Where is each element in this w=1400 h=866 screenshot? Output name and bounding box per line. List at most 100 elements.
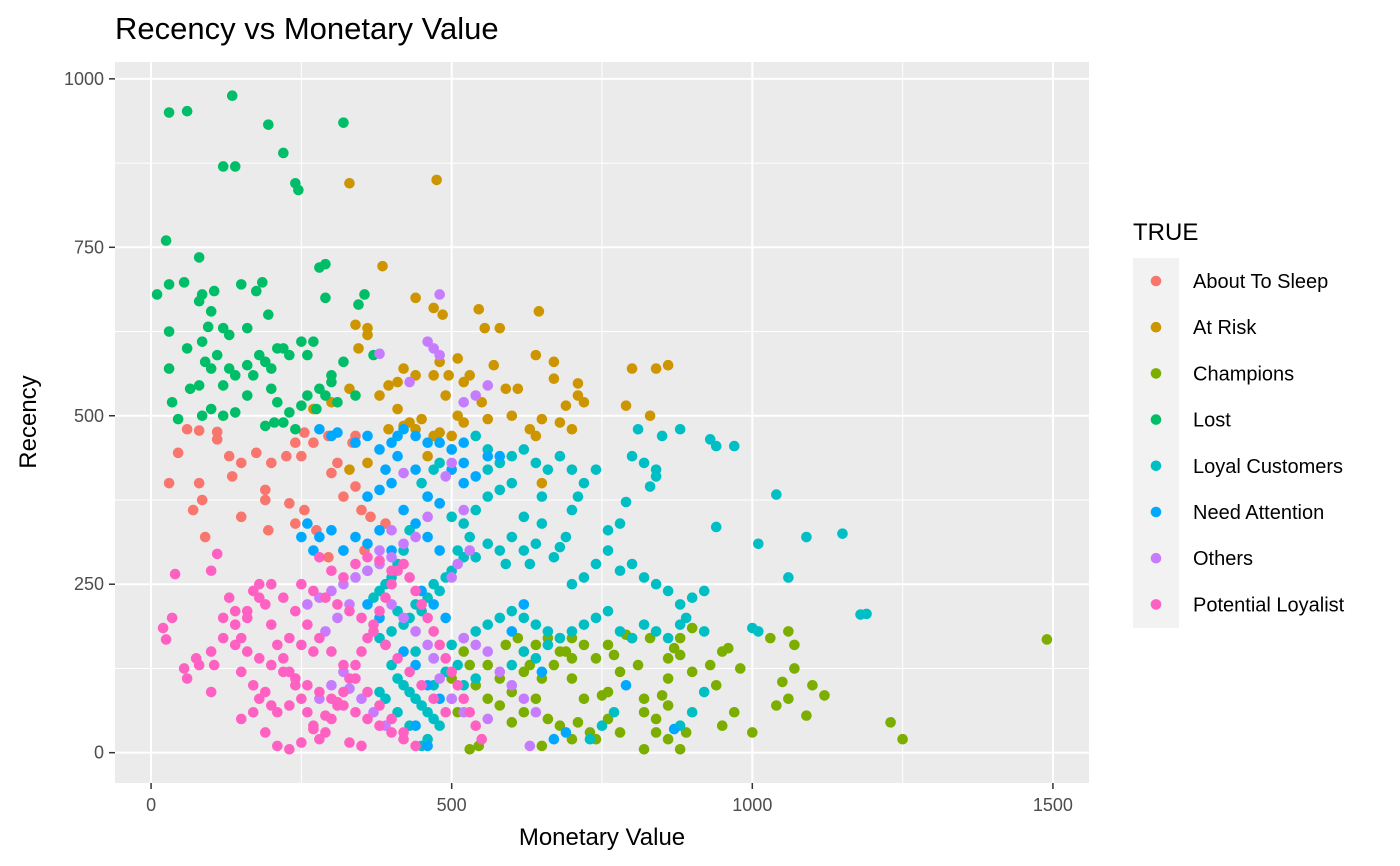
point-potential-loyalist	[380, 592, 391, 603]
point-champions	[662, 700, 674, 711]
point-potential-loyalist	[314, 686, 325, 698]
x-tick-label: 1000	[732, 795, 772, 815]
point-loyal-customers	[626, 632, 638, 644]
point-at-risk	[428, 370, 439, 381]
point-potential-loyalist	[205, 686, 217, 698]
point-lost	[196, 410, 208, 422]
point-lost	[302, 390, 313, 401]
point-champions	[716, 720, 728, 732]
point-need-attention	[410, 518, 421, 529]
point-at-risk	[443, 370, 454, 381]
point-lost	[247, 370, 259, 381]
point-lost	[320, 292, 331, 304]
point-potential-loyalist	[392, 653, 403, 664]
point-loyal-customers	[530, 538, 542, 550]
point-potential-loyalist	[356, 740, 367, 752]
point-need-attention	[494, 450, 506, 462]
point-loyal-customers	[578, 477, 590, 489]
point-loyal-customers	[590, 464, 602, 475]
point-at-risk	[566, 423, 578, 435]
point-loyal-customers	[638, 572, 650, 583]
point-at-risk	[500, 383, 512, 395]
point-potential-loyalist	[356, 646, 367, 657]
point-lost	[202, 321, 214, 333]
point-potential-loyalist	[235, 666, 247, 678]
point-potential-loyalist	[205, 565, 217, 577]
point-lost	[320, 258, 331, 270]
point-potential-loyalist	[284, 632, 295, 644]
point-at-risk	[533, 306, 545, 317]
point-others	[428, 653, 439, 664]
point-loyal-customers	[861, 608, 872, 620]
point-potential-loyalist	[308, 723, 319, 735]
point-champions	[530, 639, 542, 651]
point-lost	[217, 380, 229, 391]
grid-minor	[115, 62, 1089, 783]
point-champions	[662, 653, 674, 664]
point-loyal-customers	[674, 599, 686, 610]
point-at-risk	[512, 383, 524, 395]
point-lost	[263, 119, 274, 130]
point-champions	[674, 632, 686, 644]
point-champions	[566, 653, 578, 664]
point-potential-loyalist	[410, 585, 421, 597]
point-champions	[656, 690, 668, 701]
point-loyal-customers	[578, 572, 590, 583]
legend-label-about-to-sleep: About To Sleep	[1193, 271, 1328, 293]
legend-label-need-attention: Need Attention	[1193, 502, 1324, 524]
point-about-to-sleep	[332, 457, 343, 469]
point-others	[446, 457, 457, 469]
point-loyal-customers	[416, 477, 427, 489]
point-need-attention	[398, 423, 409, 435]
point-lost	[181, 343, 193, 354]
point-loyal-customers	[578, 619, 590, 630]
point-about-to-sleep	[263, 525, 274, 536]
point-champions	[650, 727, 662, 738]
point-at-risk	[398, 363, 409, 374]
point-need-attention	[296, 531, 307, 543]
point-potential-loyalist	[374, 555, 385, 566]
point-champions	[819, 690, 830, 701]
point-others	[518, 693, 530, 705]
point-potential-loyalist	[314, 632, 325, 644]
point-need-attention	[362, 538, 373, 550]
point-loyal-customers	[596, 720, 608, 732]
point-loyal-customers	[410, 646, 421, 657]
point-need-attention	[374, 525, 385, 536]
point-champions	[771, 700, 782, 711]
point-others	[404, 376, 415, 388]
point-champions	[747, 727, 758, 738]
point-potential-loyalist	[241, 646, 253, 657]
point-champions	[734, 663, 746, 674]
point-about-to-sleep	[266, 457, 277, 469]
legend-key-need-attention	[1150, 506, 1162, 518]
point-potential-loyalist	[416, 679, 427, 691]
point-loyal-customers	[482, 619, 494, 630]
point-need-attention	[506, 626, 518, 637]
point-champions	[897, 733, 908, 745]
point-champions	[789, 663, 800, 674]
point-champions	[578, 639, 590, 651]
point-others	[494, 666, 506, 678]
point-lost	[293, 184, 304, 196]
y-axis-title: Recency	[15, 375, 42, 468]
point-about-to-sleep	[211, 434, 223, 445]
point-loyal-customers	[626, 450, 638, 462]
legend-label-lost: Lost	[1193, 410, 1231, 432]
point-about-to-sleep	[290, 518, 301, 529]
point-loyal-customers	[771, 489, 782, 500]
point-loyal-customers	[837, 528, 848, 539]
point-champions	[716, 646, 728, 657]
point-loyal-customers	[656, 430, 668, 442]
grid-major	[115, 62, 1089, 783]
point-potential-loyalist	[260, 727, 271, 738]
point-champions	[464, 744, 476, 755]
point-need-attention	[374, 484, 385, 496]
point-potential-loyalist	[374, 700, 385, 711]
legend-title: TRUE	[1133, 219, 1198, 246]
point-loyal-customers	[650, 464, 662, 475]
point-potential-loyalist	[350, 673, 361, 684]
point-loyal-customers	[590, 558, 602, 570]
point-potential-loyalist	[272, 639, 283, 651]
point-loyal-customers	[518, 545, 530, 556]
